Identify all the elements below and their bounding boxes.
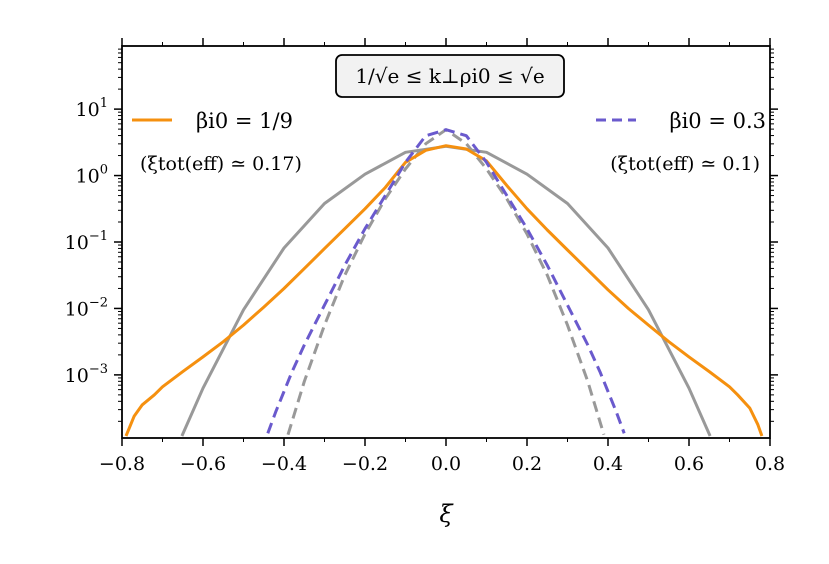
annotation-box-text: 1/√e ≤ k⊥ρi0 ≤ √e — [355, 64, 544, 88]
ticks-group: −0.8 −0.6 −0.4 −0.2 0.0 0.2 0.4 0.6 0.8 101 100 10−… — [65, 38, 785, 475]
series-beta-1-9-line — [124, 144, 764, 437]
plot-frame — [121, 45, 771, 439]
y-tick-label: 10−1 — [65, 229, 108, 254]
x-tick-label: 0.0 — [431, 453, 461, 475]
legend-label-2: βi0 = 0.3 — [669, 109, 766, 133]
series-group — [124, 128, 764, 437]
x-axis-label: ξ — [439, 500, 454, 528]
y-tick-label: 101 — [76, 96, 108, 121]
x-tick-label: 0.8 — [755, 453, 785, 475]
legend-sublabel-1: (ξtot(eff) ≃ 0.17) — [140, 153, 302, 175]
x-tick-label: 0.4 — [593, 453, 623, 475]
x-tick-label: −0.8 — [99, 453, 145, 475]
x-tick-label: −0.2 — [342, 453, 388, 475]
x-tick-label: 0.2 — [512, 453, 542, 475]
x-tick-label: −0.6 — [180, 453, 226, 475]
legend-label-1: βi0 = 1/9 — [196, 109, 293, 133]
y-tick-label: 10−3 — [65, 362, 108, 387]
y-tick-label: 100 — [76, 163, 108, 188]
x-tick-label: 0.6 — [674, 453, 704, 475]
legend-sublabel-2: (ξtot(eff) ≃ 0.1) — [610, 153, 760, 175]
x-tick-label: −0.4 — [261, 453, 307, 475]
gray-solid-reference-line — [180, 144, 712, 437]
annotation-box — [335, 54, 565, 98]
series-beta-0-3-line — [266, 128, 626, 434]
y-tick-label: 10−2 — [65, 295, 108, 320]
